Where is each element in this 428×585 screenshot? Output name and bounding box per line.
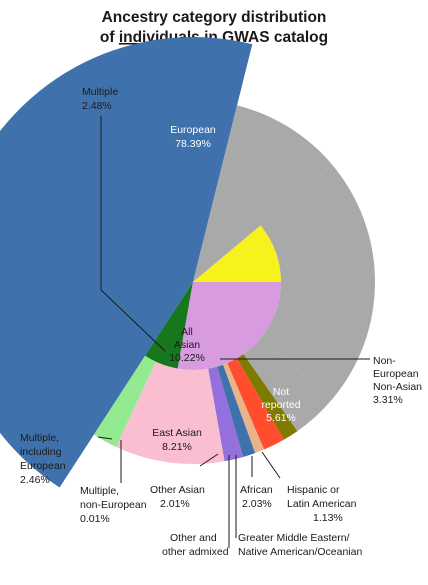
ring-not-reported-extension <box>243 338 333 432</box>
ring-other-admixed <box>217 364 256 457</box>
slice-not-reported <box>193 105 333 282</box>
label-other-admixed-1: Other and <box>170 532 217 544</box>
label-european: European <box>170 124 216 136</box>
ring-hispanic <box>237 354 298 440</box>
label-mult-non-pct: 0.01% <box>80 513 110 525</box>
chart-title-prefix: of <box>100 29 119 46</box>
pie-ring-slices <box>93 165 376 465</box>
label-african-pct: 2.03% <box>242 498 272 510</box>
label-other-asian: Other Asian <box>150 484 205 496</box>
label-hispanic-1: Hispanic or <box>287 484 340 496</box>
label-mult-non-1: Multiple, <box>80 485 119 497</box>
ring-other-asian <box>208 366 244 462</box>
label-gme-1: Greater Middle Eastern/ <box>238 532 350 544</box>
label-european-pct: 78.39% <box>175 138 211 150</box>
ring-multiple-including-european <box>93 355 156 447</box>
leader-lines <box>97 116 370 548</box>
pie-main-slices <box>0 37 333 488</box>
slice-european <box>0 37 253 488</box>
label-african: African <box>240 484 273 496</box>
leader-other-asian <box>199 453 219 467</box>
ring-greater-middle-eastern <box>223 363 265 454</box>
slice-labels: European 78.39% Multiple 2.48% All Asian… <box>20 86 422 558</box>
label-mult-non-2: non-European <box>80 499 147 511</box>
label-hispanic-2: Latin American <box>287 498 357 510</box>
label-multiple: Multiple <box>82 86 118 98</box>
label-east-asian: East Asian <box>152 427 202 439</box>
label-mult-inc-3: European <box>20 460 66 472</box>
label-other-asian-pct: 2.01% <box>160 498 190 510</box>
label-multiple-pct: 2.48% <box>82 100 112 112</box>
label-all-asian-1: All <box>181 326 193 338</box>
leader-hispanic <box>261 451 281 479</box>
label-east-asian-pct: 8.21% <box>162 441 192 453</box>
ring-african <box>227 358 284 450</box>
label-nena-1: Non- <box>373 355 396 367</box>
label-mult-inc-pct: 2.46% <box>20 474 50 486</box>
slice-all-asian <box>177 282 281 370</box>
label-other-admixed-2: other admixed <box>162 546 229 558</box>
label-not-reported-1: Not <box>273 386 289 398</box>
label-gme-2: Native American/Oceanian <box>238 546 362 558</box>
slice-multiple <box>145 282 193 369</box>
slice-non-european-non-asian <box>193 225 281 282</box>
chart-title-line1: Ancestry category distribution <box>102 9 327 26</box>
label-mult-inc-2: including <box>20 446 62 458</box>
ring-not-reported-main <box>260 165 376 399</box>
label-all-asian-2: Asian <box>174 339 200 351</box>
label-nena-2: European <box>373 368 419 380</box>
ring-east-asian <box>116 361 225 465</box>
label-all-asian-pct: 10.22% <box>169 352 205 364</box>
leader-multiple <box>100 116 166 352</box>
label-hispanic-pct: 1.13% <box>313 512 343 524</box>
leader-mult-inc <box>97 436 113 440</box>
label-not-reported-pct: 5.61% <box>266 412 296 424</box>
label-nena-pct: 3.31% <box>373 394 403 406</box>
label-not-reported-2: reported <box>261 399 300 411</box>
label-nena-3: Non-Asian <box>373 381 422 393</box>
label-mult-inc-1: Multiple, <box>20 432 59 444</box>
